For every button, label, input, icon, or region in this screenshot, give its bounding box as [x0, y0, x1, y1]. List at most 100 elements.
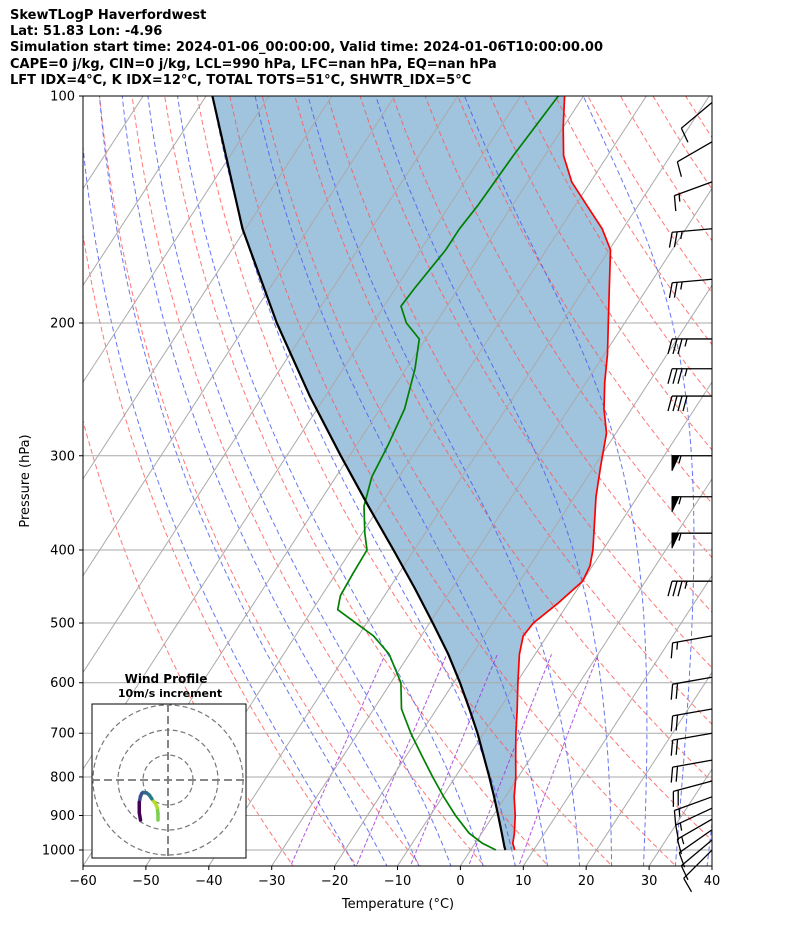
y-tick-label: 600 — [50, 676, 75, 691]
mixing-ratio-line — [409, 654, 498, 866]
moist-adiabat — [176, 96, 484, 866]
x-tick-label: −20 — [321, 874, 348, 889]
moist-adiabat — [98, 96, 388, 866]
isotherm-line — [459, 477, 712, 866]
x-tick-label: 30 — [641, 874, 658, 889]
y-axis-label: Pressure (hPa) — [18, 434, 33, 527]
x-tick-label: −10 — [384, 874, 411, 889]
isotherm-line — [0, 62, 103, 882]
dry-adiabat — [489, 96, 712, 451]
x-tick-label: 20 — [578, 874, 595, 889]
mixing-ratio-line — [355, 654, 448, 866]
dry-adiabat — [457, 96, 712, 505]
wind-barb — [671, 496, 712, 512]
isotherm-line — [585, 671, 712, 866]
cape-shading — [212, 96, 611, 850]
y-tick-label: 1000 — [42, 844, 75, 859]
x-tick-label: −40 — [195, 874, 222, 889]
moist-adiabat — [83, 141, 356, 866]
y-tick-label: 700 — [50, 727, 75, 742]
y-tick-label: 200 — [50, 316, 75, 331]
mixing-ratio-line — [467, 654, 552, 866]
x-tick-label: −30 — [258, 874, 285, 889]
hodograph-title: Wind Profile — [125, 672, 208, 686]
wind-barb — [680, 101, 713, 143]
dry-adiabat — [424, 96, 712, 559]
dry-adiabat — [685, 96, 712, 139]
wind-barb — [672, 780, 713, 807]
isotherm-line — [333, 284, 712, 866]
dry-adiabat — [326, 96, 712, 726]
wind-barb — [676, 818, 713, 855]
cape-area — [212, 96, 611, 850]
moist-adiabat — [706, 819, 712, 866]
wind-barb — [667, 368, 712, 384]
isotherm-line — [522, 574, 712, 866]
wind-barb — [678, 829, 713, 868]
parcel-line — [211, 96, 507, 851]
x-tick-label: −60 — [69, 874, 96, 889]
hodograph-inset: Wind Profile 10m/s increment — [91, 672, 247, 859]
title-line-5: LFT IDX=4°C, K IDX=12°C, TOTAL TOTS=51°C… — [10, 73, 472, 88]
x-tick-label: 10 — [515, 874, 532, 889]
wind-barb — [675, 807, 713, 841]
title-line-2: Lat: 51.83 Lon: -4.96 — [10, 24, 163, 39]
mixing-ratio-line — [290, 654, 386, 866]
moist-adiabat — [375, 96, 613, 866]
dry-adiabat — [196, 96, 613, 866]
y-tick-label: 300 — [50, 449, 75, 464]
wind-barbs — [667, 101, 713, 893]
dry-adiabat — [83, 418, 294, 866]
hodograph-frame — [91, 703, 247, 859]
dry-adiabat — [83, 231, 358, 866]
dry-adiabat — [261, 96, 712, 841]
x-tick-label: 0 — [456, 874, 464, 889]
wind-barb — [680, 839, 713, 881]
mixing-ratio-line — [518, 654, 599, 866]
isotherm-line — [208, 96, 710, 866]
moist-adiabat — [254, 96, 549, 866]
y-tick-label: 100 — [50, 90, 75, 105]
wind-barb — [671, 455, 712, 471]
wind-barb — [673, 181, 713, 212]
dry-adiabat — [392, 96, 712, 613]
dry-adiabat — [99, 96, 422, 866]
title-line-4: CAPE=0 j/kg, CIN=0 j/kg, LCL=990 hPa, LF… — [10, 57, 497, 72]
wind-barb — [673, 796, 713, 827]
isotherm-line — [83, 96, 459, 674]
axis-ticks: −60 −50 −40 −30 −20 −10 0 10 20 30 40 1000 900 800 700… — [42, 90, 720, 890]
isotherm-line — [271, 187, 712, 866]
wind-barb — [668, 278, 713, 299]
dry-adiabat — [587, 96, 712, 294]
dry-adiabat — [164, 96, 549, 866]
isotherm-line — [83, 96, 396, 577]
wind-barb — [667, 338, 712, 355]
dewpoint-line — [336, 96, 559, 851]
moist-adiabat — [211, 96, 516, 866]
isotherm-line — [711, 865, 712, 866]
moist-adiabat — [582, 96, 695, 866]
dry-adiabat — [229, 96, 677, 866]
temperature-line — [511, 96, 612, 851]
wind-barb — [670, 708, 713, 732]
title-line-1: SkewTLogP Haverfordwest — [10, 8, 207, 23]
dry-adiabat — [359, 96, 712, 669]
wind-barb — [670, 676, 713, 700]
wind-barb — [670, 635, 713, 659]
x-tick-label: 40 — [704, 874, 721, 889]
y-tick-label: 900 — [50, 809, 75, 824]
wind-barb — [668, 228, 713, 248]
x-axis-label: Temperature (°C) — [341, 897, 454, 912]
moist-adiabat — [307, 96, 581, 866]
hodograph-segment — [137, 810, 143, 822]
hodograph-subtitle: 10m/s increment — [118, 687, 222, 700]
dry-adiabat — [652, 96, 712, 190]
y-tick-label: 400 — [50, 543, 75, 558]
y-tick-label: 500 — [50, 617, 75, 632]
wind-barb — [667, 580, 712, 597]
moist-adiabat — [121, 96, 420, 866]
isotherm-line — [83, 96, 207, 287]
isotherm-line — [648, 768, 712, 866]
isotherm-line — [83, 96, 270, 384]
